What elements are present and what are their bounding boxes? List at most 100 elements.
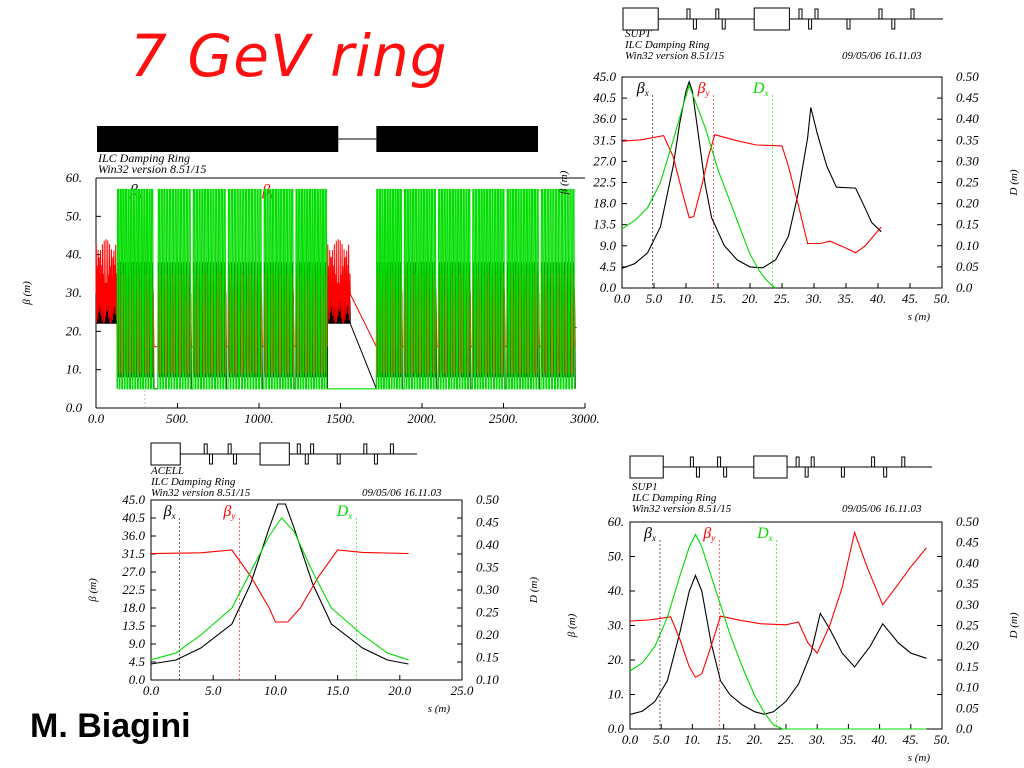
x-tick-label: 45.	[902, 291, 918, 306]
y-tick-label: 10.	[66, 362, 82, 377]
y2-tick-label: 0.10	[956, 238, 979, 253]
series-βy	[150, 549, 409, 623]
series-Dx	[150, 517, 409, 661]
y-tick-label: 4.5	[129, 654, 146, 669]
quadrupole-magnet	[336, 453, 341, 465]
quadrupole-magnet	[798, 8, 803, 20]
y-tick-label: 40.	[608, 583, 624, 598]
x-tick-label: 10.0	[264, 683, 287, 698]
y-tick-label: 0.0	[66, 400, 83, 415]
x-tick-label: 10.	[684, 732, 700, 747]
x-tick-label: 25.	[774, 291, 790, 306]
plot-header: ILC Damping Ring	[624, 39, 710, 51]
quadrupole-magnet	[808, 18, 813, 30]
x-tick-label: 35.	[837, 291, 854, 306]
marker-label-βy: βy	[702, 525, 715, 543]
y-tick-label: 27.0	[593, 153, 616, 168]
y-axis-label: β (m)	[566, 613, 578, 638]
y-tick-label: 0.0	[600, 280, 617, 295]
series-βx	[150, 503, 409, 665]
x-tick-label: 1000.	[244, 411, 273, 426]
series-Dx	[629, 533, 927, 730]
plot-header: Win32 version 8.51/15	[151, 487, 251, 499]
x-tick-label: 25.	[778, 732, 794, 747]
quadrupole-magnet	[203, 443, 208, 455]
y2-tick-label: 0.45	[476, 515, 499, 530]
marker-label-βx: βx	[636, 80, 649, 98]
plot-date: 09/05/06 16.11.03	[842, 50, 922, 62]
y2-tick-label: 0.45	[956, 535, 979, 550]
plot-date: 09/05/06 16.11.03	[362, 487, 442, 499]
y2-axis-label: D (m)	[528, 577, 540, 604]
x-axis-label: s (m)	[908, 752, 931, 764]
y2-tick-label: 0.45	[956, 90, 979, 105]
x-tick-label: 0.0	[143, 683, 160, 698]
dipole-magnet	[622, 7, 659, 31]
y2-tick-label: 0.25	[956, 618, 979, 633]
y2-tick-label: 0.25	[956, 175, 979, 190]
x-tick-label: 20.	[742, 291, 758, 306]
plot-header: Win32 version 8.51/15	[625, 50, 725, 62]
author-name: M. Biagini	[30, 707, 191, 745]
x-tick-label: 5.0	[646, 291, 663, 306]
x-tick-label: 35.	[839, 732, 856, 747]
y-tick-label: 22.5	[593, 175, 616, 190]
y2-tick-label: 0.40	[476, 537, 499, 552]
y-tick-label: 9.0	[600, 238, 617, 253]
quadrupole-magnet	[795, 456, 800, 468]
x-axis-label: s (m)	[428, 703, 451, 715]
y-tick-label: 36.0	[121, 528, 145, 543]
x-tick-label: 45.	[903, 732, 919, 747]
x-tick-label: 15.0	[326, 683, 349, 698]
y-tick-label: 45.0	[593, 69, 616, 84]
plot-frame	[629, 521, 943, 730]
quadrupole-magnet	[686, 8, 691, 20]
y-tick-label: 50.	[608, 549, 624, 564]
y-tick-label: 40.	[66, 247, 82, 262]
y-axis-label: β (m)	[21, 281, 33, 306]
quadrupole-magnet	[901, 456, 906, 468]
quadrupole-magnet	[310, 443, 315, 455]
quadrupole-magnet	[692, 18, 697, 30]
quadrupole-magnet	[304, 453, 309, 465]
y-tick-label: 4.5	[600, 259, 617, 274]
x-tick-label: 10.	[678, 291, 694, 306]
x-tick-label: 500.	[166, 411, 189, 426]
marker-label-Dx: Dx	[752, 80, 769, 98]
dipole-magnet	[150, 442, 181, 466]
y-tick-label: 40.5	[593, 90, 616, 105]
y2-tick-label: 0.05	[956, 259, 979, 274]
quadrupole-magnet	[878, 8, 883, 20]
x-tick-label: 20.	[747, 732, 763, 747]
dipole-magnet	[629, 455, 664, 479]
y2-tick-label: 0.50	[956, 514, 979, 529]
y-tick-label: 31.5	[121, 546, 145, 561]
x-tick-label: 2500.	[489, 411, 518, 426]
x-tick-label: 0.0	[88, 411, 105, 426]
y-tick-label: 10.	[608, 687, 624, 702]
quadrupole-magnet	[209, 453, 214, 465]
plot-header: ILC Damping Ring	[631, 492, 717, 504]
quadrupole-magnet	[910, 8, 915, 20]
x-tick-label: 40.	[870, 291, 886, 306]
series-βx	[621, 79, 882, 269]
y-tick-label: 60.	[66, 170, 82, 185]
quadrupole-magnet	[721, 18, 726, 30]
y2-tick-label: 0.35	[956, 576, 979, 591]
y2-axis-label: D (m)	[1008, 612, 1020, 639]
y-tick-label: 13.5	[593, 217, 616, 232]
plot-frame	[150, 499, 463, 681]
quadrupole-magnet	[883, 466, 888, 478]
y-tick-label: 60.	[608, 514, 624, 529]
plot-header: SUPT	[625, 28, 652, 40]
dipole-magnet	[753, 7, 790, 31]
lattice-strip	[97, 126, 538, 152]
quadrupole-magnet	[715, 8, 720, 20]
marker-label-Dx: Dx	[336, 503, 353, 521]
x-tick-label: 0.0	[614, 291, 631, 306]
plot-header: Win32 version 8.51/15	[632, 503, 732, 515]
y-tick-label: 18.0	[593, 196, 616, 211]
x-tick-label: 5.0	[205, 683, 222, 698]
y2-tick-label: 0.05	[956, 700, 979, 715]
x-tick-label: 30.	[808, 732, 825, 747]
